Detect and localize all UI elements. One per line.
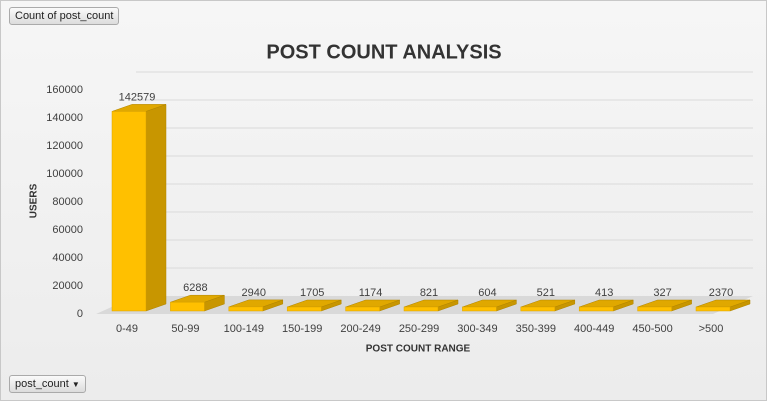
- axis-field-label: post_count: [15, 378, 69, 390]
- bar: [228, 306, 264, 312]
- y-tick-label: 60000: [52, 224, 83, 236]
- bar: [462, 306, 497, 312]
- bar: [578, 306, 614, 312]
- x-tick-label: 400-449: [574, 323, 614, 335]
- x-tick-label: 350-399: [516, 323, 556, 335]
- value-label: 1705: [300, 287, 324, 299]
- y-tick-label: 120000: [46, 140, 83, 152]
- bar: [111, 111, 147, 312]
- value-label: 413: [595, 287, 613, 299]
- bar: [520, 306, 556, 312]
- chart-title: POST COUNT ANALYSIS: [266, 41, 501, 63]
- bar: [286, 306, 322, 312]
- x-tick-label: 200-249: [340, 323, 380, 335]
- x-tick-label: >500: [699, 323, 724, 335]
- axis-field-button[interactable]: post_count ▼: [9, 375, 86, 393]
- bar: [695, 306, 731, 312]
- dropdown-arrow[interactable]: ▼: [71, 380, 80, 389]
- value-field-label: Count of post_count: [15, 10, 114, 22]
- bar: [637, 306, 672, 312]
- y-tick-label: 80000: [52, 196, 83, 208]
- value-label: 604: [478, 287, 496, 299]
- value-label: 2940: [242, 287, 266, 299]
- value-label: 2370: [709, 287, 733, 299]
- y-tick-label: 20000: [52, 280, 83, 292]
- y-tick-label: 160000: [46, 84, 83, 96]
- value-label: 142579: [119, 91, 156, 103]
- x-tick-label: 100-149: [224, 323, 264, 335]
- y-tick-label: 0: [77, 308, 83, 320]
- bar-side: [145, 104, 167, 312]
- y-axis-title: USERS: [29, 183, 40, 218]
- x-tick-label: 450-500: [632, 323, 672, 335]
- value-label: 6288: [183, 282, 207, 294]
- value-label: 1174: [359, 287, 383, 299]
- value-label: 821: [420, 287, 438, 299]
- x-tick-label: 0-49: [116, 323, 138, 335]
- y-tick-label: 100000: [46, 168, 83, 180]
- y-tick-label: 140000: [46, 112, 83, 124]
- x-tick-label: 300-349: [457, 323, 497, 335]
- bar: [345, 306, 380, 312]
- x-tick-label: 150-199: [282, 323, 322, 335]
- y-tick-label: 40000: [52, 252, 83, 264]
- x-tick-label: 50-99: [171, 323, 199, 335]
- bar: [170, 301, 205, 312]
- value-label: 521: [537, 287, 555, 299]
- value-field-button[interactable]: Count of post_count: [9, 7, 120, 25]
- x-tick-label: 250-299: [399, 323, 439, 335]
- x-axis-title: POST COUNT RANGE: [366, 344, 471, 355]
- bar: [403, 306, 439, 312]
- value-label: 327: [653, 287, 671, 299]
